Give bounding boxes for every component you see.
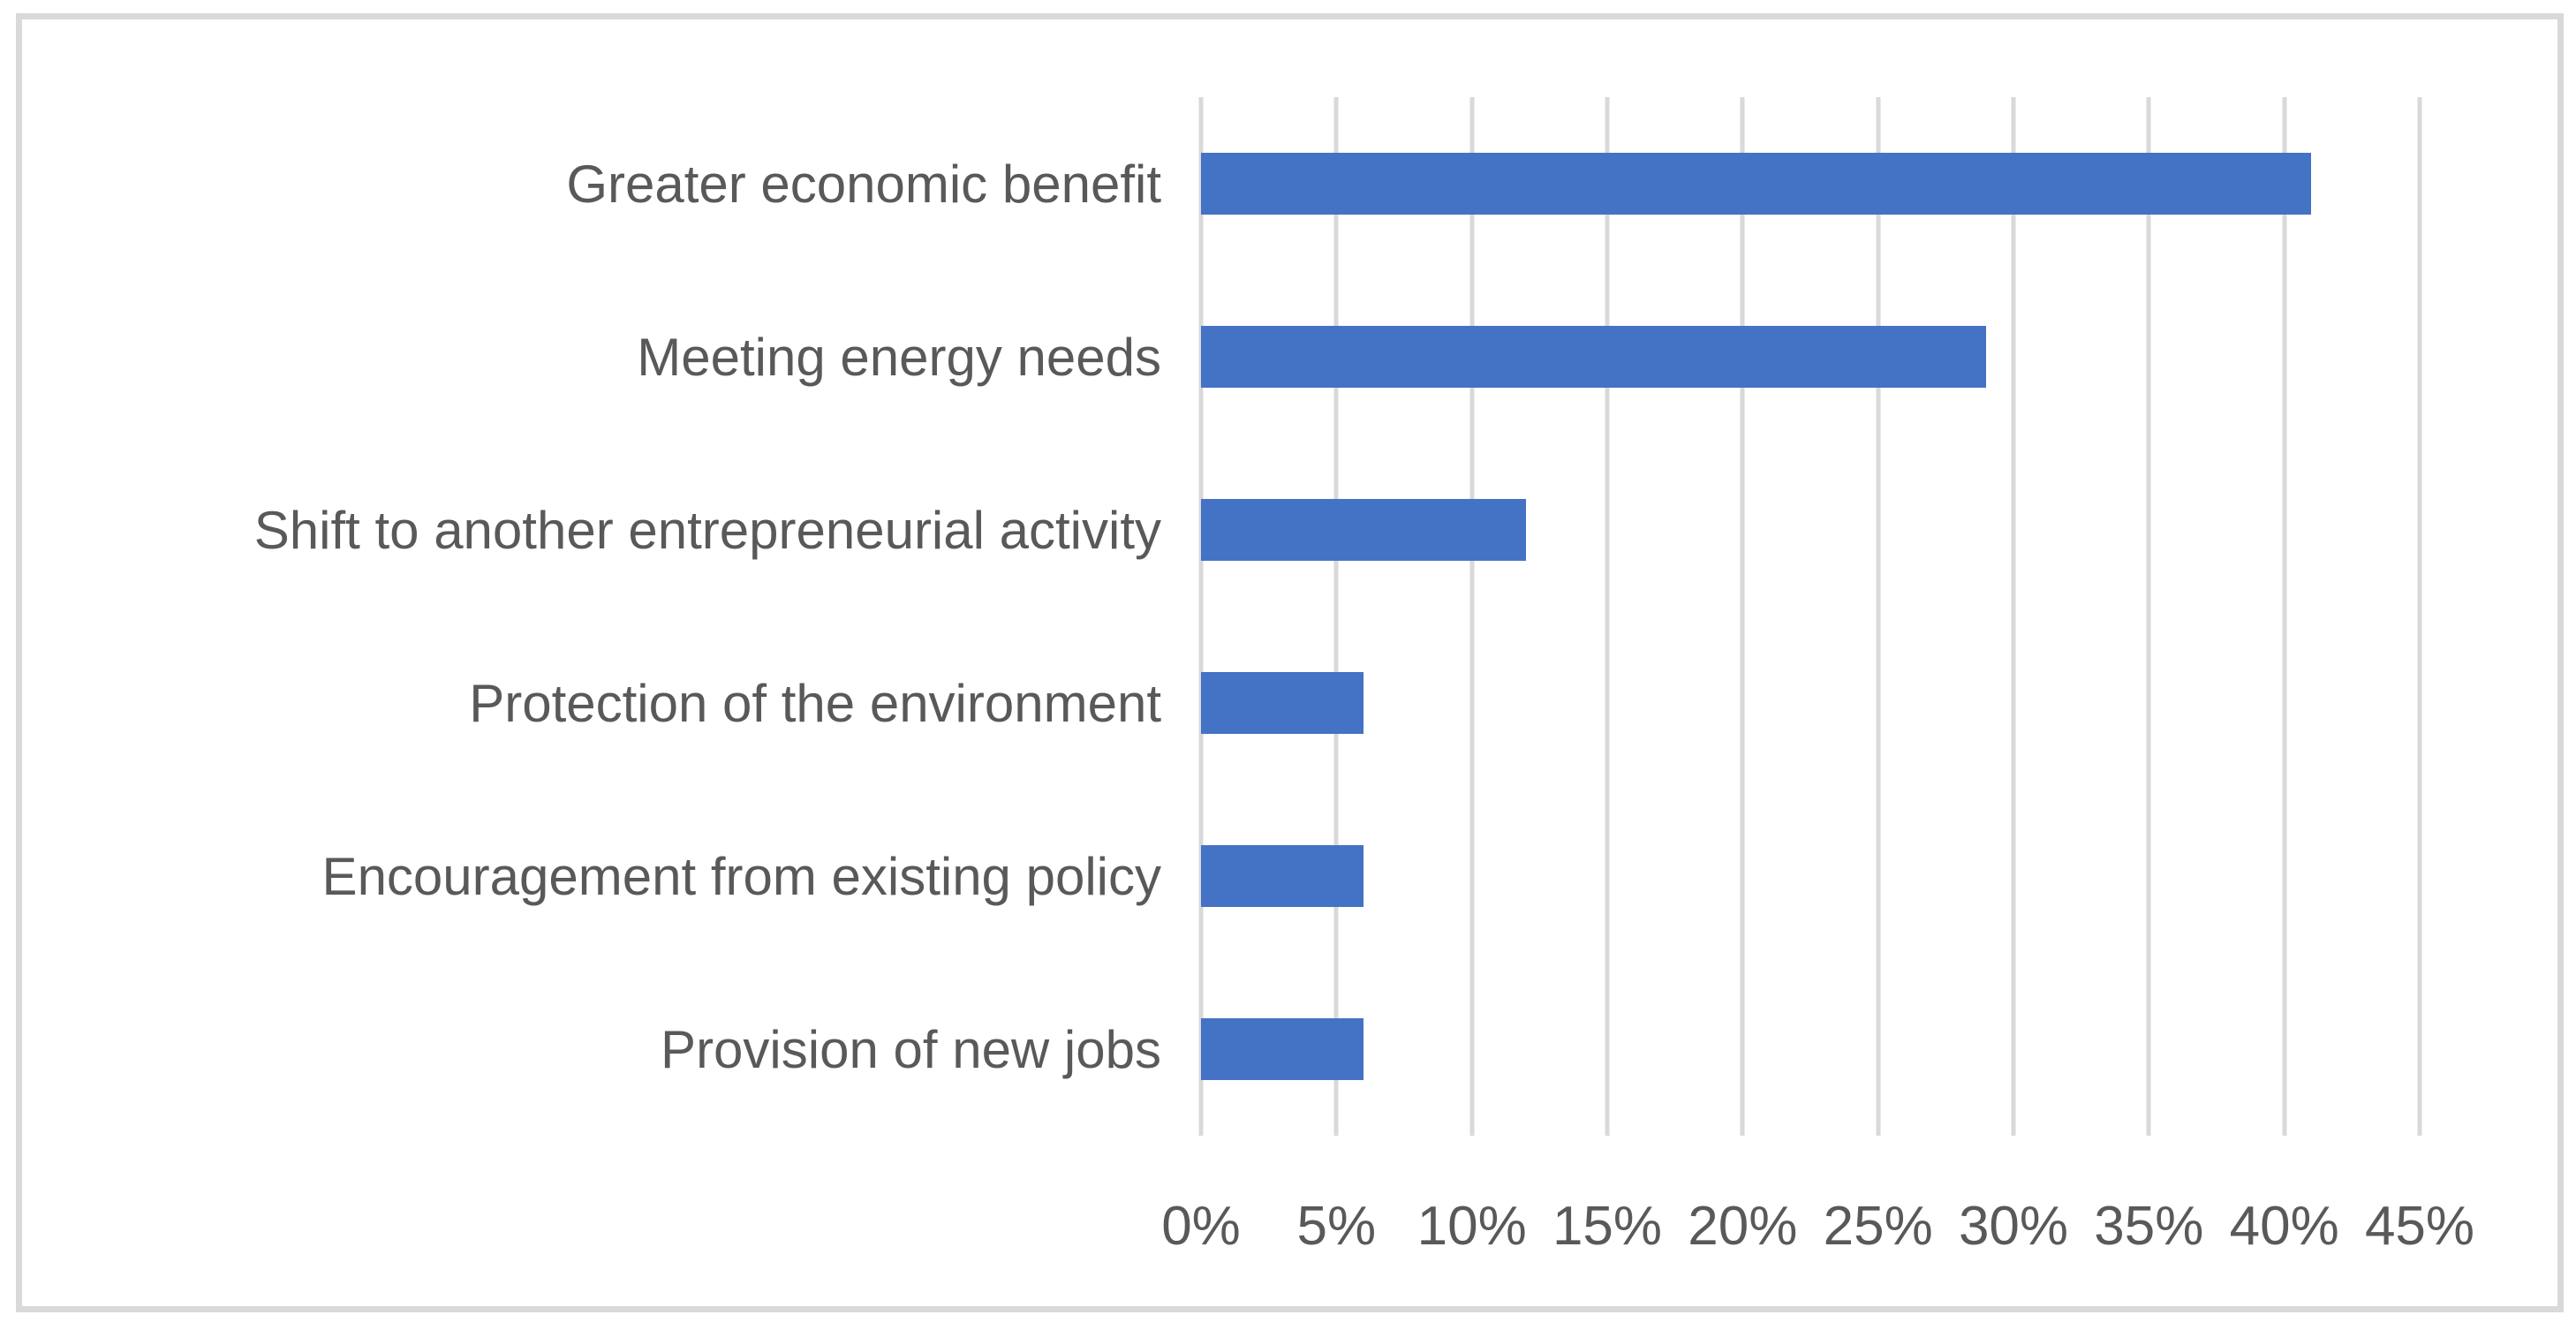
bar	[1201, 326, 1987, 388]
gridline	[1469, 97, 1475, 1136]
gridline	[1876, 97, 1881, 1136]
value-tick-label: 10%	[1416, 1195, 1527, 1257]
gridline	[1333, 97, 1339, 1136]
bar	[1201, 845, 1364, 907]
category-label: Shift to another entrepreneurial activit…	[253, 500, 1161, 560]
bar-row	[1201, 443, 2420, 616]
chart-frame: Greater economic benefit Meeting energy n…	[16, 13, 2564, 1312]
bar	[1201, 1018, 1364, 1080]
bar-row	[1201, 270, 2420, 443]
plot-area	[1198, 97, 2422, 1136]
value-tick-label: 20%	[1688, 1195, 1798, 1257]
bar-row	[1201, 963, 2420, 1136]
value-tick-label: 25%	[1823, 1195, 1933, 1257]
value-tick-label: 15%	[1552, 1195, 1663, 1257]
category-axis: Greater economic benefit Meeting energy n…	[22, 97, 1161, 1136]
value-tick-label: 45%	[2364, 1195, 2475, 1257]
category-label: Meeting energy needs	[637, 327, 1161, 387]
category-label: Protection of the environment	[469, 673, 1161, 733]
category-label: Encouragement from existing policy	[321, 846, 1161, 906]
category-label: Greater economic benefit	[566, 154, 1161, 214]
gridline	[2146, 97, 2151, 1136]
bar-row	[1201, 616, 2420, 790]
bar	[1201, 153, 2312, 215]
bar	[1201, 672, 1364, 734]
gridline	[1740, 97, 1745, 1136]
gridline	[2282, 97, 2287, 1136]
category-label: Provision of new jobs	[661, 1019, 1161, 1079]
value-tick-label: 35%	[2094, 1195, 2204, 1257]
value-tick-label: 5%	[1296, 1195, 1377, 1257]
bar	[1201, 499, 1526, 561]
bar-row	[1201, 97, 2420, 270]
bar-row	[1201, 790, 2420, 963]
value-tick-label: 40%	[2229, 1195, 2339, 1257]
gridline	[1198, 97, 1204, 1136]
gridline	[2417, 97, 2422, 1136]
value-tick-label: 30%	[1958, 1195, 2069, 1257]
value-axis: 0% 5% 10% 15% 20% 25% 30% 35% 40% 45%	[1161, 1190, 2474, 1261]
gridline	[1605, 97, 1610, 1136]
value-tick-label: 0%	[1161, 1195, 1241, 1257]
gridline	[2011, 97, 2016, 1136]
